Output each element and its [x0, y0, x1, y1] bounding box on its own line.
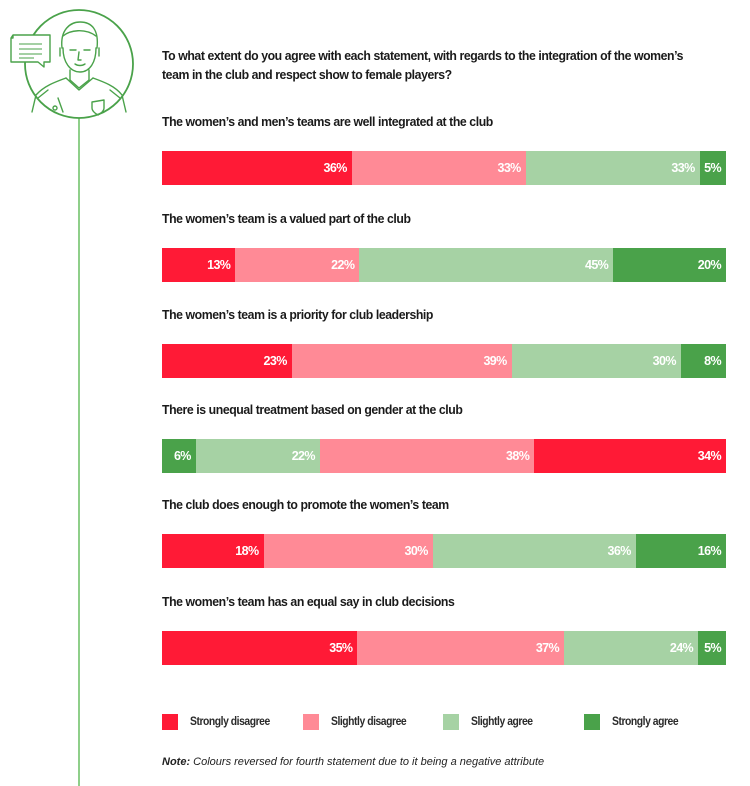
row-label: The women’s team is a priority for club …: [162, 307, 434, 322]
bar-segment-strongly-disagree: 13%: [162, 248, 236, 282]
bar-segment-strongly-agree: 6%: [162, 439, 196, 473]
stacked-bar: 6% 22% 38% 34%: [162, 439, 726, 473]
data-label: 45%: [584, 258, 609, 272]
data-label: 33%: [497, 161, 521, 175]
note-text: Colours reversed for fourth statement du…: [190, 756, 545, 768]
legend-swatch: [584, 714, 600, 730]
bar-segment-slightly-agree: 36%: [432, 534, 636, 568]
timeline-line: [78, 118, 80, 786]
bar-segment-strongly-disagree: 35%: [162, 631, 358, 665]
bar-segment-strongly-disagree: 23%: [162, 344, 292, 378]
data-label: 13%: [207, 258, 231, 272]
bar-segment-slightly-disagree: 38%: [319, 439, 535, 473]
stacked-bar: 23% 39% 30% 8%: [162, 344, 726, 378]
data-label: 18%: [235, 544, 259, 558]
row-label: The women’s team is a valued part of the…: [162, 211, 411, 226]
stacked-bar: 36% 33% 33% 5%: [162, 151, 726, 185]
data-label: 36%: [607, 544, 632, 558]
bar-segment-strongly-agree: 20%: [613, 248, 726, 282]
data-label: 5%: [704, 161, 721, 175]
row-label: The club does enough to promote the wome…: [162, 497, 449, 512]
bar-segment-slightly-disagree: 30%: [263, 534, 433, 568]
bar-segment-slightly-agree: 45%: [359, 248, 614, 282]
speech-bubble-icon: [10, 34, 51, 68]
bar-segment-strongly-agree: 8%: [680, 344, 726, 378]
bar-segment-slightly-disagree: 33%: [351, 151, 526, 185]
legend-swatch: [443, 714, 459, 730]
bar-segment-slightly-disagree: 22%: [235, 248, 360, 282]
data-label: 35%: [329, 641, 353, 655]
legend-swatch: [303, 714, 319, 730]
data-label: 34%: [697, 449, 722, 463]
bar-segment-strongly-disagree: 18%: [162, 534, 264, 568]
stacked-bar: 18% 30% 36% 16%: [162, 534, 726, 568]
bar-segment-slightly-agree: 24%: [564, 631, 699, 665]
data-label: 20%: [697, 258, 722, 272]
data-label: 22%: [291, 449, 316, 463]
data-label: 5%: [704, 641, 721, 655]
legend-item: Slightly agree: [443, 714, 539, 730]
data-label: 33%: [671, 161, 695, 175]
legend-label: Slightly agree: [471, 716, 533, 728]
data-label: 30%: [652, 354, 677, 368]
data-label: 30%: [404, 544, 428, 558]
data-label: 38%: [506, 449, 530, 463]
bar-segment-slightly-disagree: 37%: [357, 631, 565, 665]
data-label: 8%: [704, 354, 721, 368]
legend-swatch: [162, 714, 178, 730]
data-label: 39%: [483, 354, 507, 368]
data-label: 36%: [323, 161, 348, 175]
bar-segment-strongly-disagree: 36%: [162, 151, 352, 185]
legend-item: Slightly disagree: [303, 714, 415, 730]
bar-segment-strongly-disagree: 34%: [534, 439, 726, 473]
row-label: The women’s team has an equal say in clu…: [162, 594, 455, 609]
row-label: The women’s and men’s teams are well int…: [162, 114, 493, 129]
data-label: 16%: [697, 544, 722, 558]
bar-segment-strongly-agree: 5%: [699, 151, 726, 185]
chart-title: To what extent do you agree with each st…: [162, 48, 684, 82]
stacked-bar: 35% 37% 24% 5%: [162, 631, 726, 665]
legend-item: Strongly disagree: [162, 714, 279, 730]
legend-item: Strongly agree: [584, 714, 686, 730]
legend-label: Strongly agree: [612, 716, 679, 728]
bar-segment-strongly-agree: 5%: [698, 631, 726, 665]
legend-label: Strongly disagree: [190, 716, 270, 728]
bar-segment-strongly-agree: 16%: [635, 534, 726, 568]
data-label: 37%: [535, 641, 560, 655]
bar-segment-slightly-agree: 30%: [511, 344, 681, 378]
data-label: 6%: [173, 449, 191, 463]
legend-label: Slightly disagree: [331, 716, 407, 728]
legend: Strongly disagree Slightly disagree Slight…: [162, 714, 732, 734]
bar-segment-slightly-disagree: 39%: [291, 344, 512, 378]
data-label: 23%: [263, 354, 288, 368]
data-label: 22%: [331, 258, 355, 272]
player-portrait-icon: [10, 9, 134, 119]
row-label: There is unequal treatment based on gend…: [162, 402, 463, 417]
note-prefix: Note:: [162, 756, 191, 768]
chart-note: Note: Colours reversed for fourth statem…: [162, 756, 544, 768]
bar-segment-slightly-agree: 33%: [525, 151, 700, 185]
stacked-bar: 13% 22% 45% 20%: [162, 248, 726, 282]
data-label: 24%: [669, 641, 694, 655]
bar-segment-slightly-agree: 22%: [195, 439, 320, 473]
